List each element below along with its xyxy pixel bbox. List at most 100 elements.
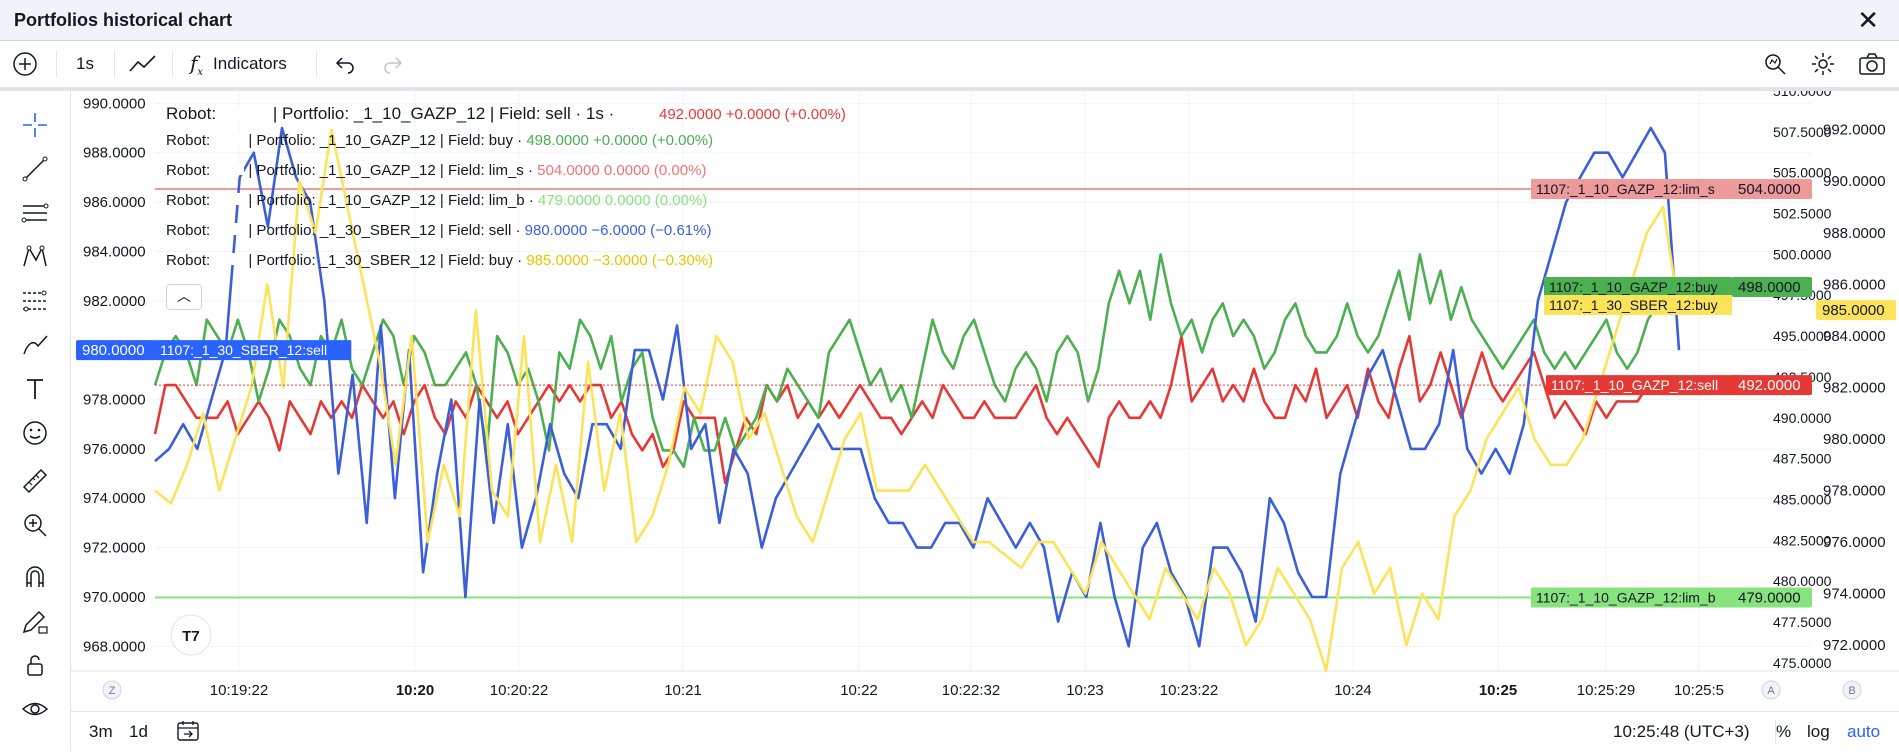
trend-line-tool[interactable] — [18, 152, 52, 186]
legend-robot-label: Robot: — [166, 252, 211, 269]
lim-b-price-bg — [1732, 587, 1812, 608]
left-axis-tick: 976.0000 — [83, 441, 146, 458]
percent-toggle[interactable]: % — [1776, 722, 1792, 741]
visibility-tool[interactable] — [18, 692, 52, 726]
right-axis-tick: 978.0000 — [1823, 483, 1886, 500]
crosshair-tool[interactable] — [18, 108, 52, 142]
gazp-buy-price: 498.0000 — [1738, 279, 1801, 296]
gazp-buy-tag-bg — [1544, 277, 1733, 298]
lock-tool[interactable] — [18, 648, 52, 682]
range-3m-button[interactable]: 3m — [89, 722, 113, 741]
undo-button[interactable] — [334, 41, 356, 87]
tv-logo-text: T7 — [182, 628, 200, 645]
log-toggle[interactable]: log — [1807, 722, 1830, 741]
legend-row-text: | Portfolio: _1_10_GAZP_12 | Field: lim_… — [244, 192, 538, 209]
horizontal-lines-icon — [21, 203, 49, 223]
eye-icon — [21, 702, 49, 716]
replay-button[interactable] — [1762, 41, 1788, 87]
pattern-icon — [23, 245, 47, 267]
b-axis-button[interactable] — [1842, 680, 1862, 700]
legend-row-text: | Portfolio: _1_10_GAZP_12 | Field: lim_… — [244, 162, 538, 179]
price-chart[interactable]: 990.0000 988.0000 986.0000 984.0000 982.0000… — [71, 91, 1899, 711]
x-axis-tick: 10:22:32 — [942, 682, 1000, 699]
pattern-tool[interactable] — [18, 240, 52, 274]
gazp-sell-tag: 1107:_1_10_GAZP_12:sell — [1551, 377, 1718, 393]
window-titlebar: Portfolios historical chart ✕ — [0, 0, 1899, 41]
x-axis-tick: 10:25:5 — [1674, 682, 1724, 699]
range-1d-button[interactable]: 1d — [129, 722, 148, 741]
x-axis-tick: 10:21 — [664, 682, 702, 699]
text-tool[interactable] — [18, 372, 52, 406]
redo-button[interactable] — [382, 41, 404, 87]
measure-tool[interactable] — [18, 464, 52, 498]
b-axis-button-label: B — [1848, 685, 1855, 697]
collapse-legend-button[interactable]: ︿ — [166, 284, 202, 310]
brush-tool[interactable] — [18, 328, 52, 362]
legend-robot-label: Robot: — [166, 192, 211, 209]
mid-axis-tick: 480.0000 — [1773, 573, 1832, 589]
left-axis-tick: 988.0000 — [83, 145, 146, 162]
right-axis-tick: 986.0000 — [1823, 276, 1886, 293]
sber-buy-tag-bg — [1544, 295, 1733, 316]
settings-button[interactable] — [1810, 41, 1836, 87]
sber-buy-tag: 1107:_1_30_SBER_12:buy — [1549, 297, 1718, 313]
clock-label: 10:25:48 (UTC+3) — [1613, 722, 1750, 741]
emoji-tool[interactable] — [18, 416, 52, 450]
series-line — [153, 334, 1679, 485]
mid-axis-tick: 505.0000 — [1773, 165, 1832, 181]
plus-circle-icon — [13, 52, 37, 76]
mid-axis-tick: 475.0000 — [1773, 655, 1832, 671]
lim-s-tag-bg — [1531, 179, 1736, 200]
sber-sell-tag-bg — [155, 340, 352, 361]
legend-row: Robot: | Portfolio: _1_30_SBER_12 | Fiel… — [166, 222, 711, 239]
gazp-sell-tag-bg — [1546, 375, 1743, 396]
left-axis-tick: 990.0000 — [83, 95, 146, 112]
legend-robot-label: Robot: — [166, 104, 217, 123]
calendar-goto-icon — [177, 721, 199, 741]
lim-b-tag-bg — [1531, 587, 1736, 608]
magnet-tool[interactable] — [18, 560, 52, 594]
sber-buy-price: 985.0000 — [1822, 302, 1885, 319]
window-title: Portfolios historical chart — [14, 10, 233, 30]
chart-area[interactable]: 990.0000 988.0000 986.0000 984.0000 982.0000… — [71, 91, 1899, 751]
drawing-toolbar — [0, 91, 71, 751]
indicators-button[interactable]: fx Indicators — [190, 41, 287, 87]
undo-icon — [335, 57, 354, 74]
x-axis-tick: 10:19:22 — [210, 682, 268, 699]
screenshot-button[interactable] — [1858, 41, 1886, 87]
legend-row-value: 985.0000 −3.0000 (−0.30%) — [526, 252, 714, 269]
goto-date-button[interactable] — [175, 719, 201, 748]
zoom-tool[interactable] — [18, 508, 52, 542]
a-axis-button[interactable] — [1761, 680, 1781, 700]
legend-row-value: 479.0000 0.0000 (0.00%) — [537, 192, 708, 209]
auto-toggle[interactable]: auto — [1847, 722, 1881, 741]
series-line — [154, 128, 1681, 673]
chart-type-button[interactable] — [128, 41, 158, 87]
function-icon: fx — [190, 50, 204, 78]
gazp-sell-price-bg — [1732, 375, 1812, 396]
legend-row: Robot: | Portfolio: _1_10_GAZP_12 | Fiel… — [166, 162, 706, 179]
magic-search-icon — [1765, 54, 1786, 75]
close-icon[interactable]: ✕ — [1857, 5, 1879, 35]
z-axis-button[interactable] — [102, 680, 122, 700]
camera-icon — [1859, 53, 1885, 75]
mid-axis-tick: 485.0000 — [1773, 491, 1832, 507]
top-toolbar: 1s fx Indicators — [0, 41, 1899, 91]
mid-axis-tick: 487.5000 — [1773, 451, 1832, 467]
redo-icon — [384, 57, 403, 74]
interval-button[interactable]: 1s — [76, 54, 94, 73]
mid-axis-tick: 482.5000 — [1773, 532, 1832, 548]
crosshair-icon — [23, 113, 47, 137]
unlock-icon — [27, 655, 43, 676]
forecast-tool[interactable] — [18, 284, 52, 318]
legend-row: Robot: | Portfolio: _1_30_SBER_12 | Fiel… — [166, 252, 713, 269]
add-symbol-button[interactable] — [12, 41, 38, 87]
trend-line-icon — [22, 156, 48, 182]
left-axis-tick: 978.0000 — [83, 392, 146, 409]
lock-drawings-tool[interactable] — [18, 604, 52, 638]
line-chart-icon — [129, 55, 156, 72]
fib-tool[interactable] — [18, 196, 52, 230]
gazp-buy-tag: 1107:_1_10_GAZP_12:buy — [1549, 279, 1718, 295]
left-axis-tick: 974.0000 — [83, 490, 146, 507]
right-axis-tick: 976.0000 — [1823, 534, 1886, 551]
